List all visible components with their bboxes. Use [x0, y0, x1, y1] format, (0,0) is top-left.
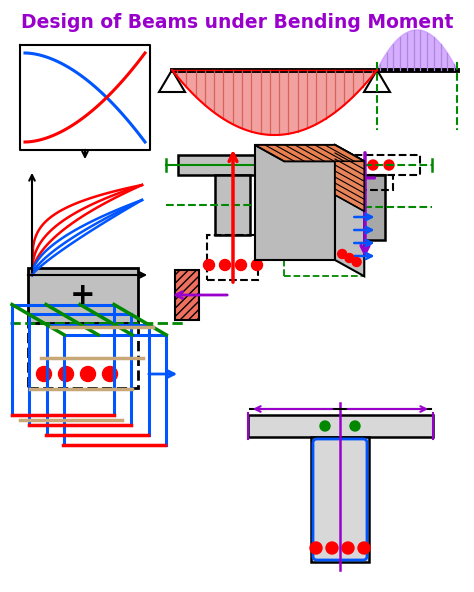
Circle shape	[203, 259, 215, 271]
Text: +: +	[70, 281, 96, 310]
Circle shape	[219, 259, 230, 271]
Bar	[311, 437, 369, 562]
Polygon shape	[255, 145, 364, 161]
Bar	[215, 175, 250, 235]
Bar	[178, 155, 288, 175]
Circle shape	[350, 421, 360, 431]
Circle shape	[252, 259, 263, 271]
Circle shape	[58, 366, 73, 381]
Circle shape	[342, 542, 354, 554]
Circle shape	[345, 253, 354, 262]
Polygon shape	[172, 70, 377, 135]
Bar	[175, 270, 199, 320]
Circle shape	[320, 421, 330, 431]
Circle shape	[36, 366, 52, 381]
Text: Design of Beams under Bending Moment: Design of Beams under Bending Moment	[21, 12, 453, 31]
Bar	[28, 323, 138, 388]
Circle shape	[352, 160, 362, 170]
Bar	[310, 155, 420, 175]
Circle shape	[81, 366, 95, 381]
Bar	[345, 175, 385, 240]
Bar	[207, 235, 258, 280]
Circle shape	[236, 259, 246, 271]
Circle shape	[352, 258, 361, 266]
Circle shape	[336, 160, 346, 170]
Circle shape	[358, 542, 370, 554]
Polygon shape	[335, 145, 364, 211]
Bar	[28, 268, 138, 323]
Polygon shape	[255, 145, 335, 260]
Circle shape	[102, 366, 118, 381]
Circle shape	[310, 542, 322, 554]
Circle shape	[337, 249, 346, 259]
Bar	[337, 175, 393, 190]
Bar	[248, 415, 433, 437]
Polygon shape	[335, 145, 364, 276]
Polygon shape	[255, 145, 364, 161]
Polygon shape	[377, 30, 457, 70]
Circle shape	[384, 160, 394, 170]
Circle shape	[326, 542, 338, 554]
Circle shape	[368, 160, 378, 170]
